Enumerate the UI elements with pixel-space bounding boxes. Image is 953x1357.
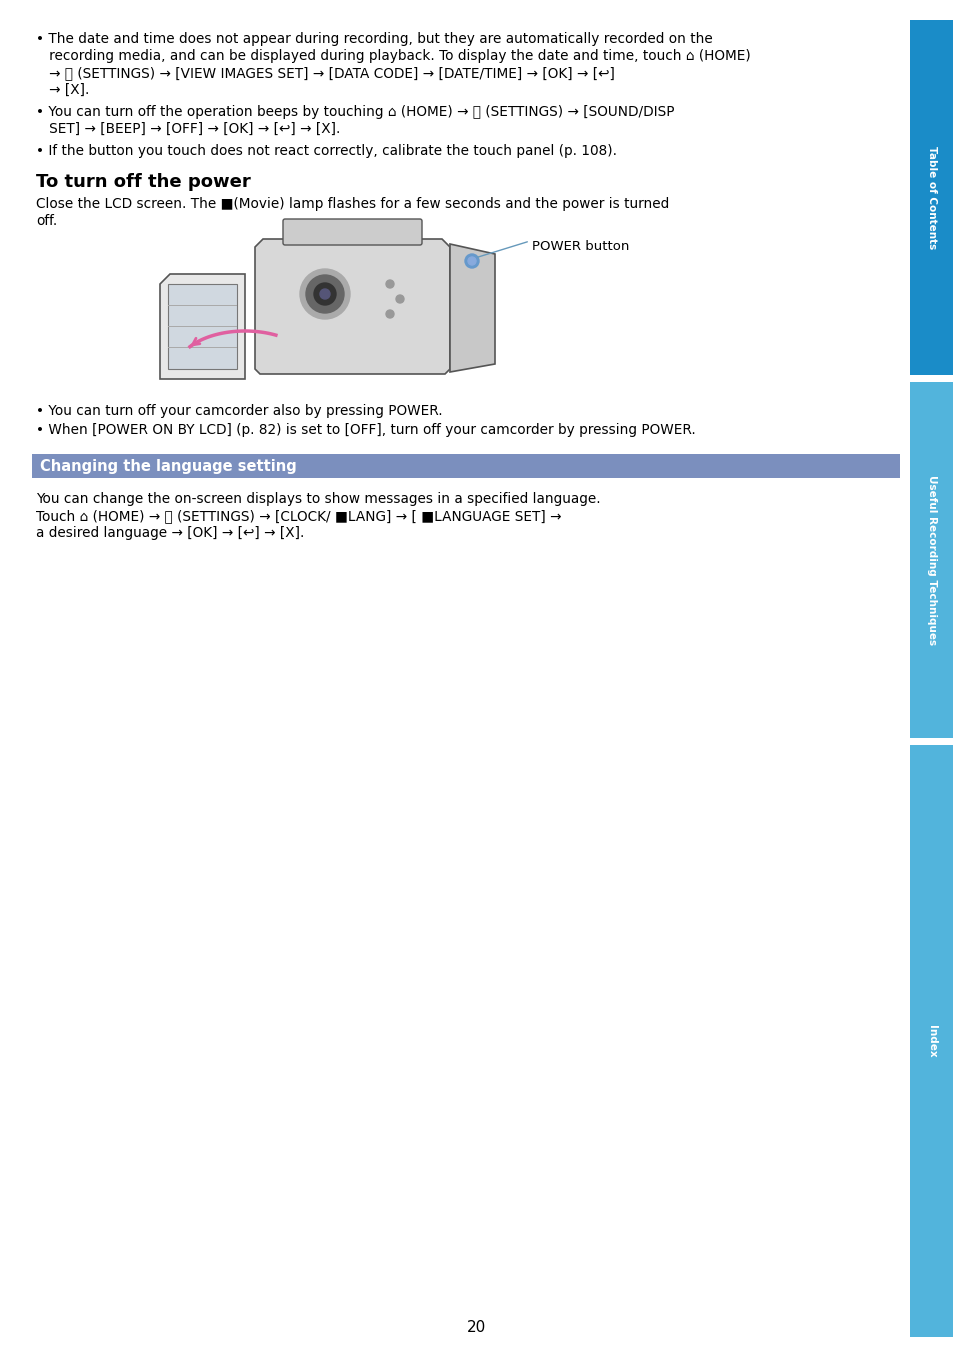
Text: off.: off. xyxy=(36,214,57,228)
Text: • When [POWER ON BY LCD] (p. 82) is set to [OFF], turn off your camcorder by pre: • When [POWER ON BY LCD] (p. 82) is set … xyxy=(36,423,695,437)
Text: Index: Index xyxy=(926,1025,936,1057)
Text: Useful Recording Techniques: Useful Recording Techniques xyxy=(926,475,936,645)
Bar xyxy=(168,284,236,369)
Text: • You can turn off the operation beeps by touching ⌂ (HOME) → ￣ (SETTINGS) → [SO: • You can turn off the operation beeps b… xyxy=(36,104,674,119)
Circle shape xyxy=(395,294,403,303)
Bar xyxy=(32,455,899,478)
Circle shape xyxy=(468,256,476,265)
Bar xyxy=(909,375,953,383)
Circle shape xyxy=(319,289,330,299)
Polygon shape xyxy=(160,274,245,379)
Text: recording media, and can be displayed during playback. To display the date and t: recording media, and can be displayed du… xyxy=(36,49,750,62)
Text: Changing the language setting: Changing the language setting xyxy=(40,459,296,474)
Text: → ￣ (SETTINGS) → [VIEW IMAGES SET] → [DATA CODE] → [DATE/TIME] → [OK] → [↩]: → ￣ (SETTINGS) → [VIEW IMAGES SET] → [DA… xyxy=(36,66,615,80)
Text: • If the button you touch does not react correctly, calibrate the touch panel (p: • If the button you touch does not react… xyxy=(36,144,617,157)
Bar xyxy=(909,383,953,738)
Circle shape xyxy=(386,280,394,288)
Text: • The date and time does not appear during recording, but they are automatically: • The date and time does not appear duri… xyxy=(36,33,712,46)
Polygon shape xyxy=(450,244,495,372)
Text: SET] → [BEEP] → [OFF] → [OK] → [↩] → [X].: SET] → [BEEP] → [OFF] → [OK] → [↩] → [X]… xyxy=(36,122,340,136)
Text: 20: 20 xyxy=(467,1320,486,1335)
Text: a desired language → [OK] → [↩] → [X].: a desired language → [OK] → [↩] → [X]. xyxy=(36,527,304,540)
Text: • You can turn off your camcorder also by pressing POWER.: • You can turn off your camcorder also b… xyxy=(36,404,442,418)
Bar xyxy=(909,20,953,375)
Text: Table of Contents: Table of Contents xyxy=(926,145,936,250)
Text: Close the LCD screen. The ■(Movie) lamp flashes for a few seconds and the power : Close the LCD screen. The ■(Movie) lamp … xyxy=(36,197,669,210)
Text: You can change the on-screen displays to show messages in a specified language.: You can change the on-screen displays to… xyxy=(36,493,600,506)
Text: POWER button: POWER button xyxy=(532,240,629,252)
Bar xyxy=(909,738,953,745)
Circle shape xyxy=(306,275,344,313)
FancyBboxPatch shape xyxy=(283,218,421,246)
Polygon shape xyxy=(254,239,450,375)
Circle shape xyxy=(314,284,335,305)
Text: Touch ⌂ (HOME) → ￣ (SETTINGS) → [CLOCK/ ■LANG] → [ ■LANGUAGE SET] →: Touch ⌂ (HOME) → ￣ (SETTINGS) → [CLOCK/ … xyxy=(36,509,561,522)
Circle shape xyxy=(299,269,350,319)
Circle shape xyxy=(386,309,394,318)
Text: To turn off the power: To turn off the power xyxy=(36,172,251,191)
Bar xyxy=(909,745,953,1337)
Text: → [X].: → [X]. xyxy=(36,83,90,96)
Circle shape xyxy=(464,254,478,267)
